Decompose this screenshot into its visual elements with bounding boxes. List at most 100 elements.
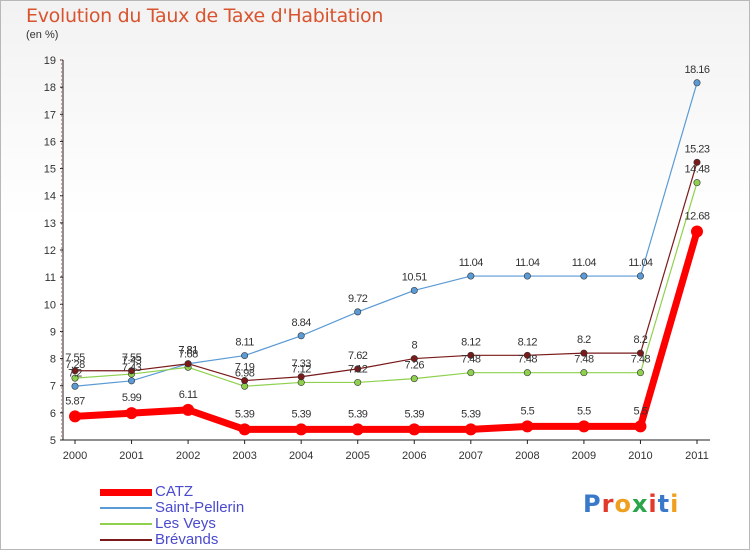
y-tick-label: 11: [45, 272, 56, 284]
data-label: 11.04: [459, 257, 484, 269]
data-label: 8.2: [577, 334, 591, 346]
y-tick-label: 12: [44, 245, 56, 257]
data-label: 7.26: [405, 360, 425, 372]
data-label: 12.68: [684, 211, 709, 223]
series-line-saint-pellerin: [74, 82, 698, 387]
data-label: 9.72: [348, 293, 368, 305]
chart-title: Evolution du Taux de Taxe d'Habitation: [26, 5, 384, 27]
data-label: 7.48: [574, 354, 594, 366]
chart-unit-label: (en %): [26, 29, 59, 41]
data-label: 5.39: [405, 408, 425, 420]
legend-item: Brévands: [100, 532, 300, 548]
data-point: [580, 349, 588, 357]
data-label: 7.33: [291, 358, 311, 370]
x-tick-label: 2009: [572, 450, 596, 462]
data-point: [351, 423, 364, 436]
data-point: [467, 272, 475, 280]
data-point: [71, 382, 79, 390]
data-point: [467, 369, 475, 377]
y-tick-label: 17: [44, 109, 56, 121]
data-point: [408, 423, 421, 436]
logo-letter: i: [670, 490, 680, 518]
data-point: [71, 374, 79, 382]
data-point: [128, 377, 136, 385]
data-label: 5.5: [634, 405, 648, 417]
data-label: 8.2: [634, 334, 648, 346]
legend-swatch: [100, 488, 152, 496]
data-label: 10.51: [402, 271, 427, 283]
data-label: 11.04: [628, 257, 653, 269]
y-tick-label: 19: [44, 55, 56, 67]
y-tick-label: 5: [50, 435, 56, 447]
data-point: [241, 377, 249, 385]
data-point: [636, 369, 644, 377]
data-point: [521, 420, 534, 433]
data-label: 5.39: [235, 408, 255, 420]
data-label: 5.39: [348, 408, 368, 420]
data-label: 8.12: [518, 336, 538, 348]
data-label: 7.48: [461, 354, 481, 366]
data-label: 7.81: [178, 345, 198, 357]
x-tick-label: 2001: [119, 450, 143, 462]
y-tick-label: 8: [50, 354, 56, 366]
logo-letter: i: [648, 490, 658, 518]
x-tick-label: 2003: [232, 450, 256, 462]
data-point: [354, 308, 362, 316]
data-point: [693, 158, 701, 166]
data-label: 7.55: [122, 352, 142, 364]
data-point: [523, 369, 531, 377]
data-label: 8: [411, 340, 417, 352]
data-label: 8.12: [461, 336, 481, 348]
y-tick-label: 14: [44, 191, 56, 203]
data-point: [693, 79, 701, 87]
data-point: [580, 272, 588, 280]
data-label: 8.11: [235, 337, 254, 349]
logo-letter: r: [601, 490, 615, 518]
data-point: [182, 403, 195, 416]
data-point: [297, 373, 305, 381]
data-label: 7.48: [631, 354, 651, 366]
data-label: 5.39: [461, 408, 481, 420]
data-point: [580, 369, 588, 377]
data-point: [295, 423, 308, 436]
data-point: [241, 352, 249, 360]
data-label: 5.99: [122, 392, 142, 404]
data-label: 7.43: [122, 355, 142, 367]
series-line-les veys: [74, 182, 698, 387]
legend-label: Brévands: [155, 531, 219, 548]
data-label: 6.98: [235, 367, 255, 379]
data-label: 14.48: [684, 164, 709, 176]
data-point: [523, 351, 531, 359]
data-point: [410, 355, 418, 363]
logo-letter: o: [614, 490, 632, 518]
logo-letter: t: [657, 490, 671, 518]
data-point: [636, 349, 644, 357]
x-tick-label: 2010: [628, 450, 652, 462]
logo-letter: x: [631, 490, 649, 518]
legend-label: Saint-Pellerin: [155, 499, 245, 516]
data-point: [297, 332, 305, 340]
data-label: 7.43: [122, 362, 142, 374]
legend-label: Les Veys: [155, 515, 216, 532]
logo-letter: P: [583, 490, 602, 518]
legend-item: CATZ: [100, 484, 300, 500]
data-point: [354, 365, 362, 373]
data-point: [128, 367, 136, 375]
data-point: [577, 420, 590, 433]
y-tick-label: 16: [44, 136, 56, 148]
y-tick-label: 10: [44, 299, 56, 311]
data-point: [410, 286, 418, 294]
y-tick-label: 13: [44, 218, 56, 230]
data-label: 7.68: [178, 348, 198, 360]
series-line-catz: [74, 230, 701, 433]
data-point: [238, 423, 251, 436]
data-point: [410, 375, 418, 383]
legend-item: Les Veys: [100, 516, 300, 532]
x-tick-label: 2008: [515, 450, 539, 462]
legend-swatch: [100, 523, 152, 525]
data-point: [691, 225, 703, 238]
data-label: 5.5: [520, 405, 534, 417]
y-tick-label: 18: [44, 82, 56, 94]
data-label: 7.12: [291, 363, 311, 375]
